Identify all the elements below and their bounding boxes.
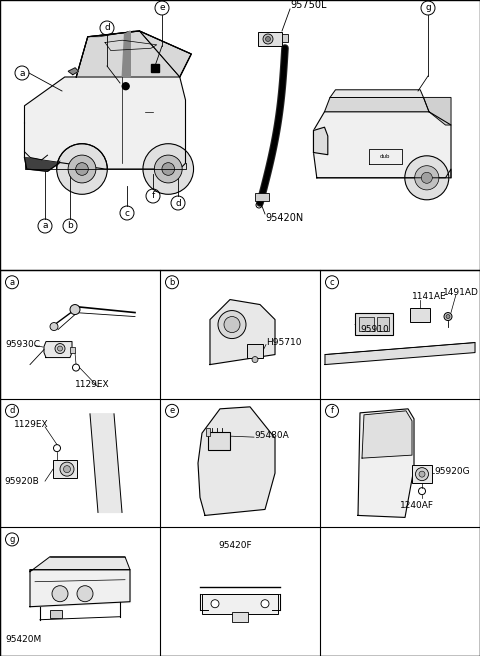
Text: d: d	[104, 24, 110, 33]
Polygon shape	[358, 409, 414, 518]
Text: 1491AD: 1491AD	[443, 288, 479, 297]
Polygon shape	[210, 300, 275, 365]
Text: 95480A: 95480A	[254, 430, 289, 440]
Text: b: b	[169, 277, 175, 287]
Bar	[410, 308, 430, 321]
Polygon shape	[30, 557, 130, 572]
Circle shape	[218, 310, 246, 338]
Bar	[50, 609, 62, 618]
Bar	[151, 64, 159, 72]
Text: c: c	[330, 277, 334, 287]
Circle shape	[252, 357, 258, 363]
Circle shape	[50, 323, 58, 331]
Circle shape	[224, 317, 240, 333]
Circle shape	[265, 37, 271, 41]
Text: dub: dub	[380, 154, 390, 159]
Circle shape	[415, 166, 439, 190]
Circle shape	[419, 471, 425, 477]
Bar	[202, 594, 278, 614]
Polygon shape	[30, 569, 130, 607]
Text: d: d	[9, 406, 15, 415]
Circle shape	[162, 163, 175, 175]
Bar	[412, 465, 432, 483]
Bar	[359, 317, 374, 331]
Text: c: c	[124, 209, 130, 218]
Text: g: g	[9, 535, 15, 544]
Polygon shape	[423, 98, 451, 125]
Text: 95910: 95910	[360, 325, 389, 334]
Circle shape	[122, 83, 129, 90]
Polygon shape	[24, 157, 59, 171]
Circle shape	[155, 155, 182, 183]
Polygon shape	[362, 411, 412, 458]
Polygon shape	[140, 31, 191, 77]
Polygon shape	[324, 98, 429, 112]
Text: 1240AF: 1240AF	[400, 501, 434, 510]
Circle shape	[416, 468, 429, 481]
Text: d: d	[175, 199, 181, 207]
Text: 95930C: 95930C	[5, 340, 40, 349]
Circle shape	[52, 586, 68, 602]
Circle shape	[211, 600, 219, 607]
Text: f: f	[151, 192, 155, 201]
Circle shape	[70, 304, 80, 315]
Circle shape	[261, 600, 269, 607]
Bar	[377, 317, 389, 331]
Circle shape	[76, 163, 88, 175]
Bar	[53, 460, 77, 478]
Bar	[208, 432, 230, 450]
Text: a: a	[10, 277, 14, 287]
Text: 95420F: 95420F	[218, 541, 252, 550]
Polygon shape	[24, 31, 191, 169]
Text: e: e	[159, 3, 165, 12]
Text: 1129EX: 1129EX	[75, 380, 109, 390]
Circle shape	[444, 312, 452, 321]
Text: g: g	[425, 3, 431, 12]
Circle shape	[57, 144, 108, 194]
Bar	[282, 34, 288, 42]
Bar	[258, 32, 282, 46]
Polygon shape	[313, 127, 328, 155]
Circle shape	[143, 144, 193, 194]
Text: 95920B: 95920B	[4, 477, 39, 485]
Text: a: a	[42, 222, 48, 230]
Bar	[232, 611, 248, 622]
Text: b: b	[67, 222, 73, 230]
Polygon shape	[90, 414, 122, 512]
Text: 95420N: 95420N	[265, 213, 303, 223]
Circle shape	[77, 586, 93, 602]
Circle shape	[421, 173, 432, 183]
Circle shape	[60, 462, 74, 476]
Circle shape	[63, 466, 71, 472]
Polygon shape	[44, 342, 72, 358]
Circle shape	[68, 155, 96, 183]
Bar	[255, 193, 269, 201]
Polygon shape	[313, 112, 451, 178]
Bar	[247, 344, 263, 358]
Text: e: e	[169, 406, 175, 415]
Circle shape	[446, 315, 450, 319]
Bar	[70, 346, 75, 352]
Circle shape	[55, 344, 65, 354]
Text: a: a	[19, 68, 25, 77]
Polygon shape	[68, 68, 79, 75]
Text: f: f	[331, 406, 334, 415]
Text: 1141AE: 1141AE	[412, 292, 446, 301]
Polygon shape	[198, 407, 275, 516]
Polygon shape	[122, 31, 130, 77]
Text: 95750L: 95750L	[290, 0, 326, 10]
Bar	[355, 312, 393, 335]
Polygon shape	[325, 342, 475, 365]
Circle shape	[58, 346, 62, 351]
Text: 1129EX: 1129EX	[14, 420, 48, 429]
Polygon shape	[76, 31, 180, 77]
Text: H95710: H95710	[266, 338, 301, 347]
Circle shape	[405, 156, 449, 200]
Text: 95420M: 95420M	[5, 636, 41, 644]
Circle shape	[263, 34, 273, 44]
Text: 95920G: 95920G	[434, 466, 469, 476]
Bar	[206, 428, 210, 436]
Polygon shape	[76, 31, 191, 77]
Polygon shape	[330, 90, 423, 98]
